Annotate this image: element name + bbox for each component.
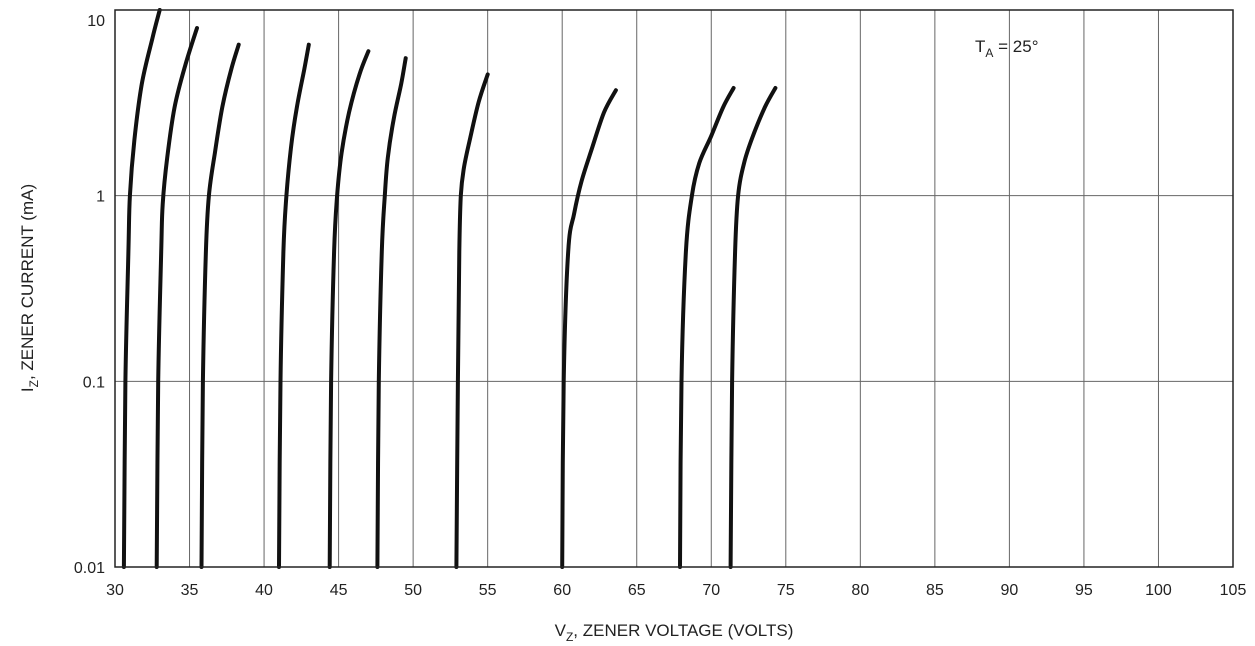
y-tick-label: 0.01 xyxy=(74,560,105,577)
y-axis-title-text: , ZENER CURRENT (mA) xyxy=(18,184,37,380)
x-tick-label: 45 xyxy=(330,582,348,599)
y-axis-title-symbol: I xyxy=(18,387,37,392)
y-tick-label: 0.1 xyxy=(83,374,105,391)
x-tick-label: 65 xyxy=(628,582,646,599)
y-axis-title: IZ, ZENER CURRENT (mA) xyxy=(18,184,41,392)
x-tick-label: 55 xyxy=(479,582,497,599)
series-line-6 xyxy=(375,56,408,569)
series-line-5 xyxy=(327,49,371,569)
x-tick-label: 80 xyxy=(851,582,869,599)
x-tick-label: 95 xyxy=(1075,582,1093,599)
series-line-3 xyxy=(199,42,241,569)
series-line-7 xyxy=(454,72,490,569)
series-line-10 xyxy=(728,86,778,569)
x-tick-label: 90 xyxy=(1001,582,1019,599)
annotation-subscript: A xyxy=(985,46,993,60)
x-tick-label: 50 xyxy=(404,582,422,599)
annotation-text: = 25° xyxy=(993,37,1038,56)
x-tick-label: 100 xyxy=(1145,582,1172,599)
series-line-4 xyxy=(277,42,311,569)
data-series xyxy=(121,8,778,569)
x-tick-label: 60 xyxy=(553,582,571,599)
y-tick-label: 1 xyxy=(96,189,105,206)
x-tick-label: 105 xyxy=(1220,582,1247,599)
annotation-symbol: T xyxy=(975,37,985,56)
x-tick-label: 70 xyxy=(702,582,720,599)
series-line-8 xyxy=(560,88,618,569)
series-line-9 xyxy=(678,86,736,569)
grid-lines xyxy=(115,10,1233,567)
x-axis-title: VZ, ZENER VOLTAGE (VOLTS) xyxy=(555,621,794,644)
y-tick-label: 10 xyxy=(87,13,105,30)
plot-background xyxy=(115,10,1233,567)
x-axis-title-symbol: V xyxy=(555,621,567,640)
x-tick-label: 30 xyxy=(106,582,124,599)
y-axis-title-subscript: Z xyxy=(27,380,41,387)
x-tick-label: 85 xyxy=(926,582,944,599)
plot-frame xyxy=(114,9,1234,568)
x-tick-label: 35 xyxy=(181,582,199,599)
x-axis-title-text: , ZENER VOLTAGE (VOLTS) xyxy=(573,621,793,640)
series-line-2 xyxy=(154,26,199,569)
x-tick-labels: 30 35 40 45 50 55 60 65 70 75 80 85 90 95 100 105 xyxy=(106,582,1246,599)
temperature-annotation: TA = 25° xyxy=(975,37,1039,60)
x-axis-title-subscript: Z xyxy=(566,630,573,644)
y-tick-labels: 0.01 0.1 1 10 xyxy=(74,13,105,577)
x-tick-label: 40 xyxy=(255,582,273,599)
x-tick-label: 75 xyxy=(777,582,795,599)
series-line-1 xyxy=(121,8,162,569)
